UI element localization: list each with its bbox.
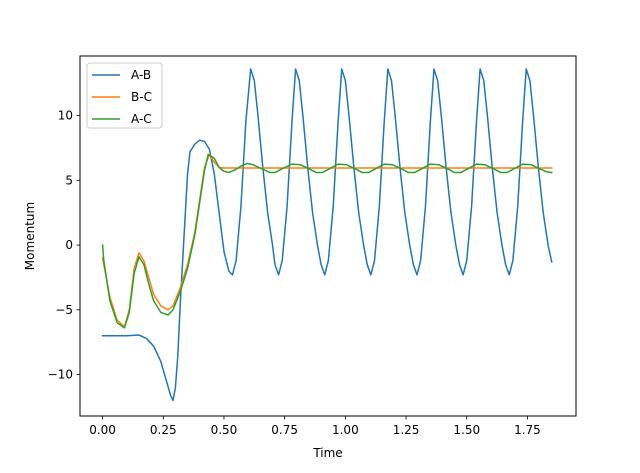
y-tick-label: 5 xyxy=(65,173,73,187)
series-line-a-c xyxy=(101,153,553,329)
legend-label-a-c: A-C xyxy=(131,112,152,126)
x-tick-label: 0.50 xyxy=(211,423,238,437)
y-tick-label: 10 xyxy=(58,109,73,123)
x-tick-label: 0.25 xyxy=(150,423,177,437)
legend-label-b-c: B-C xyxy=(131,90,152,104)
y-tick-label: −10 xyxy=(48,368,73,382)
legend-entries: A-B B-C A-C xyxy=(92,68,152,126)
y-axis-label: Momentum xyxy=(23,202,37,270)
plot-frame xyxy=(79,55,577,417)
legend-label-a-b: A-B xyxy=(131,68,151,82)
x-tick-label: 1.25 xyxy=(393,423,420,437)
x-tick-label: 0.75 xyxy=(271,423,298,437)
legend: A-B B-C A-C xyxy=(86,62,163,129)
x-tick-label: 1.75 xyxy=(514,423,541,437)
x-axis-label: Time xyxy=(312,446,342,460)
x-tick-label: 1.50 xyxy=(453,423,480,437)
series-line-a-b xyxy=(101,68,553,402)
y-axis-ticks: −10 −5 0 5 10 xyxy=(48,109,80,382)
x-tick-label: 0.00 xyxy=(89,423,116,437)
x-tick-label: 1.00 xyxy=(332,423,359,437)
legend-box xyxy=(86,62,163,129)
series-layer xyxy=(101,68,553,402)
x-axis-ticks: 0.00 0.25 0.50 0.75 1.00 1.25 1.50 1.75 xyxy=(89,416,541,437)
y-tick-label: −5 xyxy=(55,303,73,317)
y-tick-label: 0 xyxy=(65,238,73,252)
